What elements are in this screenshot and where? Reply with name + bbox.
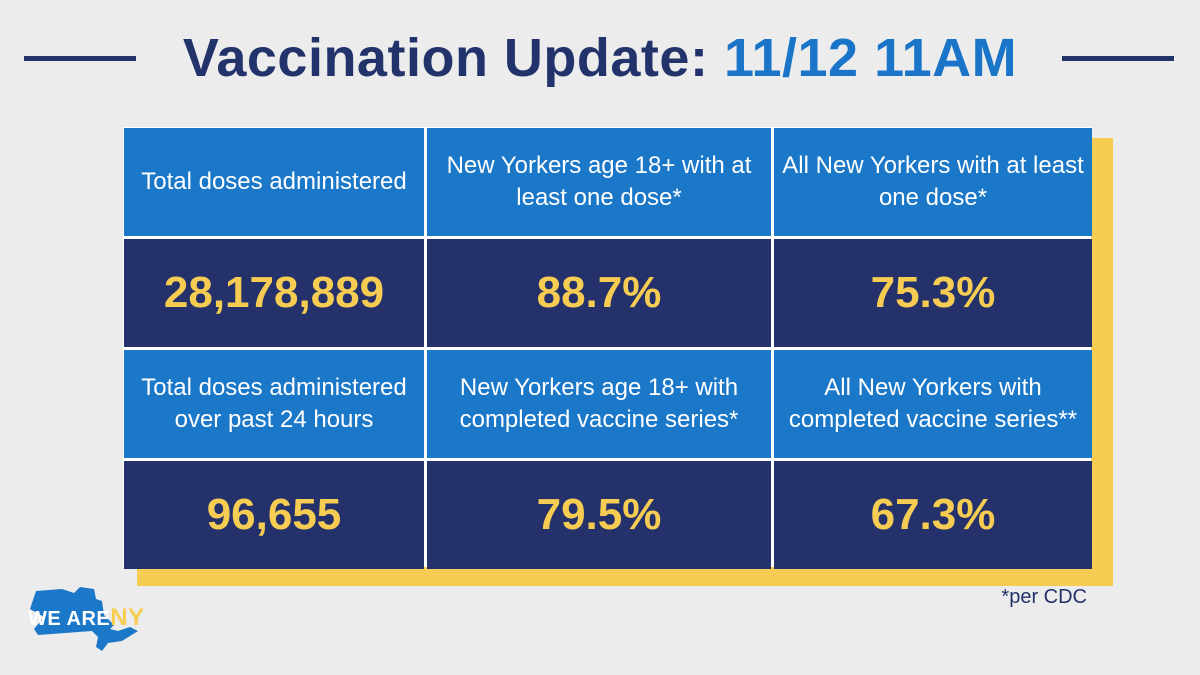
ny-state-map-icon bbox=[30, 587, 138, 651]
stat-label-all-completed: All New Yorkers with completed vaccine s… bbox=[774, 350, 1092, 458]
stat-value-all-completed: 67.3% bbox=[774, 461, 1092, 569]
page-title: Vaccination Update: 11/12 11AM bbox=[0, 22, 1200, 94]
stat-label-doses-24h: Total doses administered over past 24 ho… bbox=[124, 350, 424, 458]
title-date: 11/12 11AM bbox=[723, 28, 1018, 88]
left-divider bbox=[24, 56, 136, 61]
stat-label-total-doses: Total doses administered bbox=[124, 128, 424, 236]
logo-ny: NY bbox=[110, 604, 145, 631]
stat-label-adults-one-dose: New Yorkers age 18+ with at least one do… bbox=[427, 128, 771, 236]
stat-label-adults-completed: New Yorkers age 18+ with completed vacci… bbox=[427, 350, 771, 458]
right-divider bbox=[1062, 56, 1174, 61]
stat-value-adults-completed: 79.5% bbox=[427, 461, 771, 569]
we-are-ny-logo: WE ARENY bbox=[28, 604, 145, 632]
footnote: *per CDC bbox=[1001, 586, 1087, 608]
header: Vaccination Update: 11/12 11AM bbox=[0, 22, 1200, 94]
logo-we-are: WE ARE bbox=[28, 608, 111, 630]
stat-value-adults-one-dose: 88.7% bbox=[427, 239, 771, 347]
stat-value-doses-24h: 96,655 bbox=[124, 461, 424, 569]
stat-value-all-one-dose: 75.3% bbox=[774, 239, 1092, 347]
title-main: Vaccination Update: bbox=[182, 28, 724, 88]
stats-table: Total doses administered New Yorkers age… bbox=[123, 127, 1092, 569]
stat-label-all-one-dose: All New Yorkers with at least one dose* bbox=[774, 128, 1092, 236]
stat-value-total-doses: 28,178,889 bbox=[124, 239, 424, 347]
